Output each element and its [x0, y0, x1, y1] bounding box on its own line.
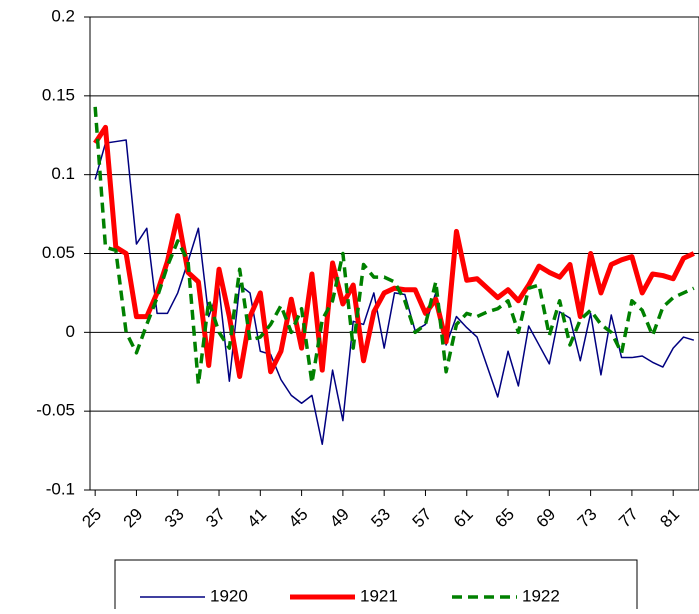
- series-line: [93, 106, 695, 387]
- legend-label: 1921: [360, 586, 398, 605]
- x-tick-label: 81: [656, 505, 683, 532]
- x-tick-label: 45: [285, 505, 312, 532]
- legend-label: 1922: [522, 586, 560, 605]
- series-line: [94, 139, 695, 446]
- x-tick-label: 69: [533, 505, 560, 532]
- series-line: [93, 124, 695, 379]
- x-tick-label: 33: [161, 505, 188, 532]
- x-tick-label: 65: [491, 505, 518, 532]
- x-tick-label: 73: [574, 505, 601, 532]
- x-tick-label: 29: [120, 505, 147, 532]
- x-tick-label: 53: [367, 505, 394, 532]
- y-tick-label: -0.1: [46, 479, 75, 498]
- x-tick-label: 61: [450, 505, 477, 532]
- y-tick-label: 0.2: [51, 6, 75, 25]
- legend-label: 1920: [210, 586, 248, 605]
- x-tick-label: 57: [409, 505, 436, 532]
- y-tick-label: 0.15: [42, 85, 75, 104]
- x-tick-label: 77: [615, 505, 642, 532]
- plot-border: [89, 16, 699, 491]
- x-tick-label: 37: [202, 505, 229, 532]
- x-tick-label: 49: [326, 505, 353, 532]
- x-tick-label: 41: [243, 505, 270, 532]
- y-tick-label: 0: [66, 322, 75, 341]
- legend-box: [114, 559, 638, 614]
- y-tick-label: 0.1: [51, 164, 75, 183]
- y-tick-label: -0.05: [36, 401, 75, 420]
- x-tick-label: 25: [78, 505, 105, 532]
- y-tick-label: 0.05: [42, 243, 75, 262]
